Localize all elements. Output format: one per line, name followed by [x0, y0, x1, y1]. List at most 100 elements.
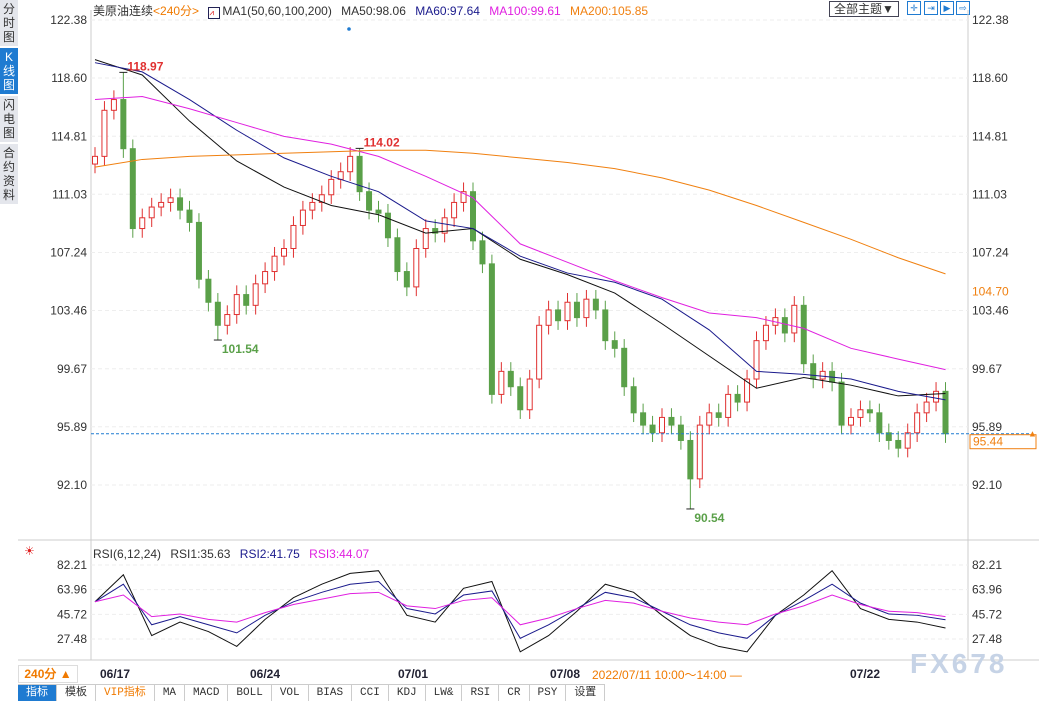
ma-line-ma60: [94, 62, 946, 401]
marker-dot: [347, 27, 351, 31]
tab-lw[interactable]: LW&: [426, 685, 463, 701]
candle-body: [262, 271, 269, 285]
candle-body: [876, 412, 883, 434]
candle-body: [866, 409, 873, 414]
candle-body: [243, 294, 250, 306]
theme-dropdown[interactable]: 全部主题▼: [829, 1, 899, 17]
tab-macd[interactable]: MACD: [185, 685, 229, 701]
ma60-value: MA60:97.64: [415, 4, 480, 18]
date-label: 06/17: [100, 667, 131, 681]
y-tick-label: 92.10: [57, 478, 87, 492]
last-price-arrow: ▲: [1028, 429, 1037, 439]
candle-body: [942, 390, 949, 435]
y-tick-label-right: 111.03: [972, 187, 1007, 201]
candle-body: [611, 340, 618, 349]
crosshair-icon[interactable]: ✛: [907, 1, 921, 15]
last-price-box: [969, 434, 1037, 450]
candle-body: [640, 412, 647, 426]
candle-body: [110, 99, 117, 111]
tab-settings[interactable]: 设置: [566, 685, 606, 701]
candle-body: [914, 412, 921, 434]
ma-name: MA1(50,60,100,200): [222, 4, 332, 18]
rsi-tick-label: 27.48: [57, 632, 87, 646]
y-tick-label: 99.67: [57, 362, 87, 376]
indicator-tabs: 指标 模板 VIP指标 MA MACD BOLL VOL BIAS CCI KD…: [18, 684, 606, 701]
rsi1-value: RSI1:35.63: [170, 547, 231, 561]
candle-body: [810, 363, 817, 380]
candle-body: [857, 409, 864, 418]
tab-cr[interactable]: CR: [499, 685, 530, 701]
y-tick-label: 122.38: [50, 13, 87, 27]
y-tick-label-right: 92.10: [972, 478, 1002, 492]
candle-body: [394, 237, 401, 273]
y-tick-label: 114.81: [51, 129, 87, 143]
high-label: 118.97: [127, 59, 163, 73]
tab-k-line[interactable]: K线图: [0, 48, 18, 94]
tab-cci[interactable]: CCI: [352, 685, 389, 701]
ma-line-ma50: [94, 59, 946, 397]
ma-line-ma100: [94, 95, 946, 371]
tab-vip[interactable]: VIP指标: [96, 685, 155, 701]
tab-time-chart[interactable]: 分时图: [0, 0, 18, 46]
date-label: 06/24: [250, 667, 281, 681]
low-label: 90.54: [694, 511, 724, 525]
candle-body: [762, 324, 769, 342]
period-selector[interactable]: 240分 ▲: [18, 665, 78, 683]
candle-body: [507, 370, 514, 388]
candle-body: [677, 424, 684, 441]
ma50-value: MA50:98.06: [341, 4, 406, 18]
candle-body: [687, 439, 694, 480]
watermark-logo: FX678: [910, 648, 1008, 679]
tab-templates[interactable]: 模板: [57, 685, 96, 701]
candle-body: [129, 148, 136, 230]
tab-ma[interactable]: MA: [155, 685, 186, 701]
candle-body: [621, 347, 628, 388]
candle-body: [885, 432, 892, 441]
tab-flash-chart[interactable]: 闪电图: [0, 96, 18, 142]
candle-body: [904, 432, 911, 449]
tab-kdj[interactable]: KDJ: [389, 685, 426, 701]
date-label: 07/01: [398, 667, 429, 681]
ma-icon[interactable]: ⩘: [208, 7, 221, 19]
zoom-in-icon[interactable]: ⇥: [924, 1, 938, 15]
candle-body: [422, 228, 429, 250]
tab-indicators[interactable]: 指标: [18, 685, 57, 701]
candle-body: [800, 304, 807, 365]
y-tick-label-right: 114.81: [972, 129, 1008, 143]
y-tick-label: 107.24: [50, 246, 87, 260]
tab-contract-info[interactable]: 合约资料: [0, 144, 18, 204]
tab-bias[interactable]: BIAS: [309, 685, 353, 701]
candle-body: [564, 301, 571, 322]
candle-body: [224, 314, 231, 326]
tab-psy[interactable]: PSY: [530, 685, 567, 701]
candle-body: [933, 390, 940, 403]
candle-body: [498, 370, 505, 395]
tab-rsi[interactable]: RSI: [462, 685, 500, 701]
candle-body: [583, 298, 590, 319]
candle-body: [744, 378, 751, 403]
rsi-settings-icon[interactable]: ☀: [24, 544, 35, 558]
candle-body: [148, 206, 155, 219]
exit-icon[interactable]: ⇨: [956, 1, 970, 15]
rsi-tick-label-right: 63.96: [972, 583, 1002, 597]
candle-body: [281, 248, 287, 257]
candle-body: [356, 155, 363, 193]
high-label: 114.02: [364, 135, 400, 149]
candle-body: [734, 393, 741, 403]
period-label[interactable]: <240分>: [153, 4, 200, 18]
rsi-tick-label: 45.72: [57, 607, 87, 621]
ma-line-ma200: [94, 149, 946, 275]
candle-body: [177, 197, 184, 211]
candle-body: [451, 201, 458, 219]
candle-body: [92, 155, 98, 165]
candle-body: [318, 194, 325, 203]
candle-body: [375, 209, 382, 214]
rsi-tick-label-right: 82.21: [972, 558, 1002, 572]
candle-body: [309, 201, 316, 211]
candle-body: [432, 228, 439, 234]
tab-boll[interactable]: BOLL: [228, 685, 272, 701]
tab-vol[interactable]: VOL: [272, 685, 309, 701]
zoom-right-icon[interactable]: ▶: [940, 1, 954, 15]
candle-body: [271, 255, 278, 273]
